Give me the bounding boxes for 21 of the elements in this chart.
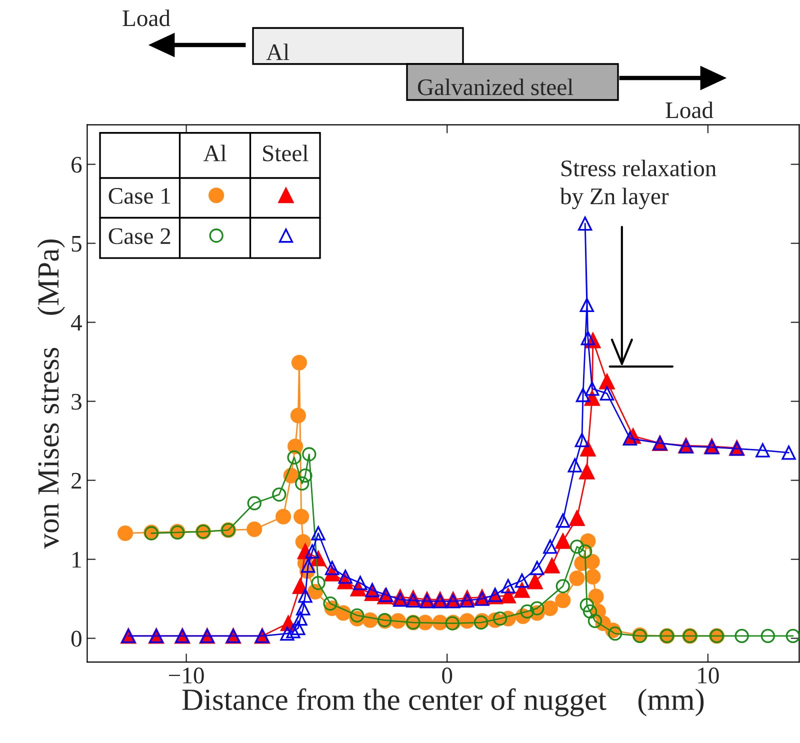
x-tick-label: 0 (442, 668, 452, 684)
y-tick-label: 5 (72, 236, 82, 252)
legend-label: Case 2 (108, 228, 170, 244)
legend-label: Case 1 (108, 188, 170, 204)
x-axis-title: Distance from the center of nugget (mm) (182, 688, 704, 716)
y-tick-label: 1 (72, 552, 81, 568)
y-tick-label: 0 (71, 630, 82, 647)
text: Load (666, 102, 714, 118)
y-axis-title: von Mises stress (MPa) (37, 239, 65, 549)
annotation: Steel (263, 144, 308, 162)
text: Load (122, 10, 170, 26)
annotation: Stress relaxation by Zn layer (560, 160, 716, 210)
text: Galvanized steel (418, 78, 574, 96)
y-tick-label: 2 (72, 472, 82, 489)
y-tick-label: 4 (70, 314, 82, 331)
y-tick-label: 6 (72, 156, 82, 173)
x-tick-label: −10 (169, 668, 204, 684)
x-tick-label: 10 (698, 668, 719, 684)
annotation: Al (203, 144, 226, 162)
text: Al (266, 44, 290, 60)
y-tick-label: 3 (72, 394, 82, 410)
